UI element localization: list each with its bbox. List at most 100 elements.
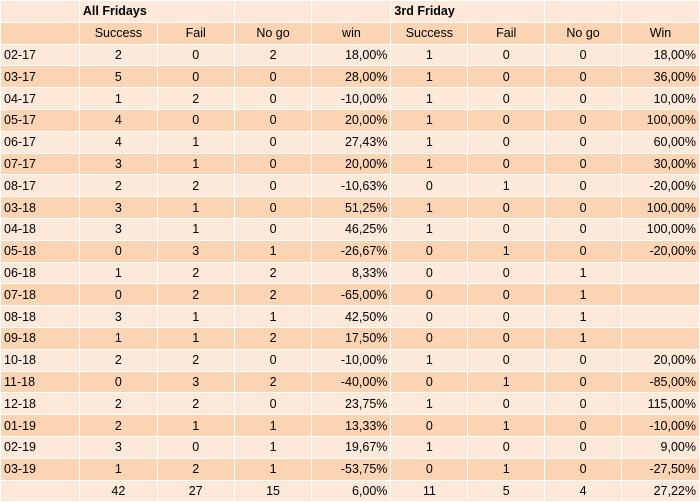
- cell-fail[interactable]: 1: [156, 326, 235, 350]
- cell-3rd-no-go[interactable]: 0: [544, 239, 622, 263]
- total-success[interactable]: 42: [78, 479, 158, 502]
- cell-no-go[interactable]: 0: [233, 217, 313, 241]
- cell-3rd-win[interactable]: 9,00%: [621, 435, 700, 459]
- cell-fail[interactable]: 2: [156, 174, 235, 198]
- cell-fail[interactable]: 1: [156, 305, 235, 328]
- cell-no-go[interactable]: 2: [233, 326, 313, 350]
- cell-success[interactable]: 1: [78, 261, 158, 285]
- column-header-3rd-fail[interactable]: Fail: [467, 21, 546, 45]
- cell-fail[interactable]: 3: [156, 239, 235, 263]
- cell-3rd-fail[interactable]: 0: [467, 65, 546, 89]
- cell-win[interactable]: 13,33%: [311, 414, 392, 437]
- column-header-3rd-success[interactable]: Success: [390, 21, 469, 45]
- cell-month[interactable]: 08-17: [0, 174, 80, 198]
- cell-3rd-no-go[interactable]: 0: [544, 130, 622, 154]
- cell-3rd-fail[interactable]: 0: [467, 217, 546, 241]
- cell-3rd-fail[interactable]: 0: [467, 152, 546, 176]
- cell-3rd-no-go[interactable]: 0: [544, 152, 622, 176]
- cell-i1[interactable]: [621, 0, 700, 23]
- cell-win[interactable]: -65,00%: [311, 283, 392, 307]
- cell-3rd-success[interactable]: 1: [390, 392, 469, 416]
- cell-3rd-no-go[interactable]: 1: [544, 283, 622, 307]
- cell-3rd-win[interactable]: 100,00%: [621, 217, 700, 241]
- cell-win[interactable]: 42,50%: [311, 305, 392, 328]
- cell-3rd-success[interactable]: 0: [390, 370, 469, 394]
- cell-3rd-win[interactable]: 20,00%: [621, 348, 700, 372]
- cell-month[interactable]: 05-17: [0, 108, 80, 132]
- cell-success[interactable]: 4: [78, 130, 158, 154]
- cell-3rd-win[interactable]: 10,00%: [621, 87, 700, 110]
- cell-no-go[interactable]: 0: [233, 152, 313, 176]
- cell-success[interactable]: 3: [78, 305, 158, 328]
- cell-success[interactable]: 1: [78, 326, 158, 350]
- cell-month[interactable]: 12-18: [0, 392, 80, 416]
- cell-3rd-win[interactable]: 18,00%: [621, 43, 700, 67]
- cell-3rd-success[interactable]: 1: [390, 196, 469, 219]
- cell-no-go[interactable]: 2: [233, 43, 313, 67]
- cell-month[interactable]: 11-18: [0, 370, 80, 394]
- cell-no-go[interactable]: 2: [233, 261, 313, 285]
- cell-3rd-success[interactable]: 1: [390, 43, 469, 67]
- cell-success[interactable]: 2: [78, 43, 158, 67]
- cell-3rd-win[interactable]: 60,00%: [621, 130, 700, 154]
- total-3rd-win[interactable]: 27,22%: [621, 479, 700, 502]
- cell-win[interactable]: -53,75%: [311, 457, 392, 481]
- cell-3rd-fail[interactable]: 0: [467, 392, 546, 416]
- cell-3rd-fail[interactable]: 0: [467, 305, 546, 328]
- cell-fail[interactable]: 2: [156, 348, 235, 372]
- cell-3rd-success[interactable]: 1: [390, 108, 469, 132]
- cell-3rd-success[interactable]: 1: [390, 217, 469, 241]
- cell-3rd-success[interactable]: 1: [390, 87, 469, 110]
- cell-fail[interactable]: 1: [156, 217, 235, 241]
- total-3rd-no-go[interactable]: 4: [544, 479, 622, 502]
- cell-fail[interactable]: 1: [156, 414, 235, 437]
- cell-success[interactable]: 1: [78, 87, 158, 110]
- cell-3rd-win[interactable]: -10,00%: [621, 414, 700, 437]
- cell-3rd-fail[interactable]: 1: [467, 414, 546, 437]
- cell-month[interactable]: 07-18: [0, 283, 80, 307]
- cell-3rd-win[interactable]: -20,00%: [621, 174, 700, 198]
- cell-3rd-win[interactable]: 30,00%: [621, 152, 700, 176]
- cell-3rd-no-go[interactable]: 0: [544, 370, 622, 394]
- cell-3rd-no-go[interactable]: 1: [544, 326, 622, 350]
- group-header-third-friday[interactable]: 3rd Friday: [390, 0, 546, 23]
- cell-3rd-no-go[interactable]: 0: [544, 414, 622, 437]
- cell-month[interactable]: 02-19: [0, 435, 80, 459]
- cell-3rd-no-go[interactable]: 0: [544, 348, 622, 372]
- cell-month[interactable]: 08-18: [0, 305, 80, 328]
- cell-h1[interactable]: [544, 0, 622, 23]
- cell-success[interactable]: 2: [78, 414, 158, 437]
- cell-fail[interactable]: 0: [156, 435, 235, 459]
- cell-month[interactable]: 05-18: [0, 239, 80, 263]
- cell-fail[interactable]: 2: [156, 283, 235, 307]
- cell-3rd-success[interactable]: 0: [390, 283, 469, 307]
- cell-success[interactable]: 3: [78, 435, 158, 459]
- cell-3rd-win[interactable]: [621, 283, 700, 307]
- cell-3rd-no-go[interactable]: 0: [544, 217, 622, 241]
- cell-a1[interactable]: [0, 0, 80, 23]
- column-header-fail[interactable]: Fail: [156, 21, 235, 45]
- cell-3rd-win[interactable]: -85,00%: [621, 370, 700, 394]
- cell-3rd-no-go[interactable]: 0: [544, 174, 622, 198]
- cell-3rd-fail[interactable]: 1: [467, 370, 546, 394]
- cell-success[interactable]: 2: [78, 174, 158, 198]
- cell-month[interactable]: 06-18: [0, 261, 80, 285]
- cell-e1[interactable]: [311, 0, 392, 23]
- column-header-3rd-no-go[interactable]: No go: [544, 21, 622, 45]
- cell-3rd-success[interactable]: 0: [390, 457, 469, 481]
- cell-month[interactable]: 02-17: [0, 43, 80, 67]
- cell-success[interactable]: 3: [78, 152, 158, 176]
- cell-fail[interactable]: 1: [156, 152, 235, 176]
- total-month[interactable]: [0, 479, 80, 502]
- cell-no-go[interactable]: 1: [233, 414, 313, 437]
- cell-3rd-success[interactable]: 1: [390, 65, 469, 89]
- column-header-no-go[interactable]: No go: [233, 21, 313, 45]
- cell-win[interactable]: 51,25%: [311, 196, 392, 219]
- cell-3rd-fail[interactable]: 1: [467, 174, 546, 198]
- cell-win[interactable]: -10,63%: [311, 174, 392, 198]
- cell-3rd-win[interactable]: 100,00%: [621, 108, 700, 132]
- cell-3rd-fail[interactable]: 0: [467, 435, 546, 459]
- cell-3rd-no-go[interactable]: 0: [544, 108, 622, 132]
- cell-month[interactable]: 04-18: [0, 217, 80, 241]
- cell-no-go[interactable]: 1: [233, 457, 313, 481]
